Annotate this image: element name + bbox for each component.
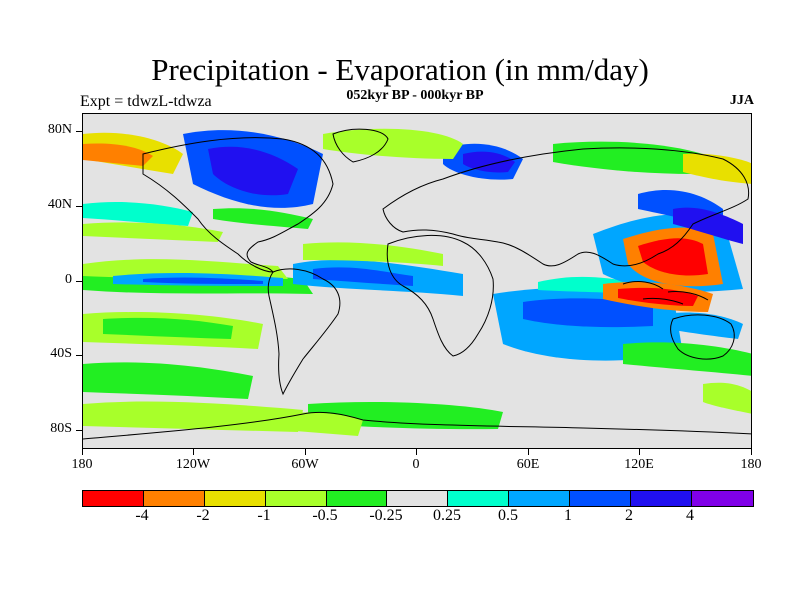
- coastline-south-america: [267, 268, 341, 396]
- season-label: JJA: [729, 93, 754, 108]
- map-plot-area: [82, 113, 752, 449]
- coastlines: [83, 128, 751, 440]
- x-tick: [416, 449, 417, 455]
- y-tick: [76, 131, 82, 132]
- coastline-australia: [670, 314, 735, 360]
- colorbar-swatch: [83, 491, 144, 506]
- field-region: [323, 128, 463, 159]
- x-tick-label: 180: [71, 457, 93, 472]
- colorbar-label: 2: [625, 507, 633, 524]
- x-tick: [751, 449, 752, 455]
- field-region: [703, 382, 751, 414]
- colorbar-swatch: [326, 491, 388, 506]
- x-tick: [193, 449, 194, 455]
- x-tick-label: 180: [740, 457, 762, 472]
- field-region: [303, 242, 443, 266]
- coastline-africa: [386, 234, 494, 357]
- field-region: [213, 208, 313, 229]
- field-region: [208, 146, 298, 196]
- x-tick: [528, 449, 529, 455]
- experiment-label: Expt = tdwzL-tdwza: [80, 93, 212, 110]
- field-region: [683, 153, 751, 184]
- field-region: [83, 143, 153, 166]
- coastline-maritime-continent: [622, 281, 709, 305]
- colorbar-swatch: [387, 491, 449, 506]
- field-region: [673, 207, 743, 244]
- y-tick-label: 80N: [47, 122, 72, 137]
- coastline-north-america: [142, 137, 334, 273]
- chart-subtitle: 052kyr BP - 000kyr BP: [346, 88, 484, 103]
- field-region: [83, 362, 253, 399]
- field-region: [463, 151, 515, 173]
- colorbar-label: 0.25: [433, 507, 461, 524]
- colorbar: [82, 490, 754, 507]
- colorbar-swatch: [691, 491, 753, 506]
- x-tick: [82, 449, 83, 455]
- y-tick-label: 80S: [50, 421, 72, 436]
- field-region: [143, 277, 263, 284]
- x-tick: [305, 449, 306, 455]
- field-region: [313, 267, 413, 286]
- field-region: [638, 238, 708, 276]
- y-tick: [76, 281, 82, 282]
- colorbar-swatch: [448, 491, 510, 506]
- colorbar-label: 1: [564, 507, 572, 524]
- colorbar-swatch: [631, 491, 692, 506]
- y-tick: [76, 206, 82, 207]
- x-tick-label: 120E: [624, 457, 654, 472]
- map-canvas: [83, 128, 751, 440]
- y-tick: [76, 355, 82, 356]
- x-tick: [639, 449, 640, 455]
- colorbar-label: -1: [257, 507, 271, 524]
- field-region: [618, 287, 698, 306]
- coastline-eurasia: [382, 147, 750, 267]
- colorbar-swatch: [509, 491, 571, 506]
- field-region: [83, 222, 223, 242]
- x-tick-label: 60E: [516, 457, 540, 472]
- x-tick-label: 0: [412, 457, 420, 472]
- colorbar-label: -4: [135, 507, 149, 524]
- y-tick-label: 40N: [47, 197, 72, 212]
- field-region: [83, 401, 303, 432]
- field-region: [83, 259, 288, 279]
- colorbar-label: 0.5: [498, 507, 518, 524]
- coastline-greenland: [332, 128, 389, 163]
- colorbar-label: 4: [686, 507, 694, 524]
- field-region: [83, 201, 193, 226]
- y-tick-label: 0: [65, 272, 72, 287]
- field-region: [553, 141, 703, 174]
- field-region: [283, 412, 363, 436]
- colorbar-label: -0.5: [312, 507, 338, 524]
- colorbar-swatch: [204, 491, 266, 506]
- field-region: [523, 298, 653, 328]
- colorbar-swatch: [143, 491, 205, 506]
- y-tick-label: 40S: [50, 346, 72, 361]
- x-tick-label: 120W: [175, 457, 211, 472]
- colorbar-label: -0.25: [369, 507, 403, 524]
- field-region: [103, 317, 233, 339]
- colorbar-swatch: [570, 491, 632, 506]
- field-region: [623, 342, 751, 376]
- colorbar-swatch: [265, 491, 327, 506]
- chart-title: Precipitation - Evaporation (in mm/day): [151, 52, 649, 87]
- precip-evap-field: [83, 128, 751, 436]
- colorbar-label: -2: [196, 507, 210, 524]
- y-tick: [76, 430, 82, 431]
- x-tick-label: 60W: [291, 457, 319, 472]
- coastline-antarctica: [83, 411, 751, 440]
